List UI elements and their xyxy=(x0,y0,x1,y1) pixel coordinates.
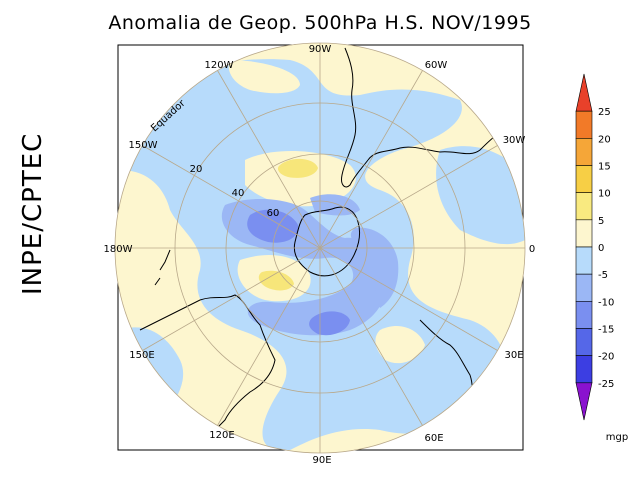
lat-label-20: 20 xyxy=(190,164,203,175)
positive-anomaly-5-south xyxy=(258,270,294,291)
lon-label-90e: 90E xyxy=(312,455,331,466)
lon-label-30e: 30E xyxy=(504,350,523,361)
colorbar-tick-label: 10 xyxy=(598,189,611,200)
colorbar-tick-label: -15 xyxy=(598,325,614,336)
lon-label-150w: 150W xyxy=(129,140,158,151)
coastline-south-america xyxy=(341,47,513,188)
colorbar-tick-label: 15 xyxy=(598,162,611,173)
positive-anomaly-5-north xyxy=(277,158,318,178)
colorbar-swatch xyxy=(575,301,593,329)
lat-label-60: 60 xyxy=(267,208,280,219)
colorbar-tick-label: -25 xyxy=(598,379,614,390)
lon-label-120w: 120W xyxy=(205,60,234,71)
negative-anomaly-15-core-south xyxy=(309,311,350,336)
coastlines xyxy=(139,47,513,451)
neutral-patch-north xyxy=(228,60,300,94)
colorbar-tick-label: 5 xyxy=(598,216,604,227)
coastline-new-zealand xyxy=(154,249,171,286)
colorbar-swatch xyxy=(575,273,593,302)
negative-anomaly-5-region-east xyxy=(436,146,525,245)
colorbar-tick-label: -20 xyxy=(598,352,614,363)
colorbar-units-label: mgp xyxy=(606,432,628,443)
lat-label-40: 40 xyxy=(232,188,245,199)
lon-label-0: 0 xyxy=(529,244,535,255)
lon-label-120e: 120E xyxy=(209,430,234,441)
colorbar-swatch xyxy=(575,246,593,275)
colorbar-tick-label: -10 xyxy=(598,297,614,308)
colorbar-cap-top xyxy=(575,73,593,112)
colorbar-swatch xyxy=(575,355,593,384)
longitude-labels: 90W 60W 30W 0 30E 60E 90E 120E 150E 180W… xyxy=(104,44,536,466)
colorbar-swatch xyxy=(575,328,593,356)
graticule xyxy=(114,42,526,454)
neutral-patch-center xyxy=(245,150,356,207)
colorbar-tick-label: -5 xyxy=(598,270,608,281)
lon-label-60e: 60E xyxy=(424,433,443,444)
colorbar-swatch xyxy=(575,110,593,139)
lon-label-180w: 180W xyxy=(104,244,133,255)
colorbar-cap-bottom xyxy=(575,382,593,421)
neutral-patch-se xyxy=(375,325,425,364)
colorbar-swatch xyxy=(575,192,593,221)
colorbar: 25 20 15 10 5 0 -5 -10 -15 -20 -25 xyxy=(575,73,614,421)
colorbar-tick-label: 25 xyxy=(598,107,611,118)
colorbar-tick-label: 0 xyxy=(598,243,604,254)
colorbar-swatch xyxy=(575,219,593,248)
colorbar-swatch xyxy=(575,138,593,166)
negative-anomaly-15-core-west xyxy=(247,209,299,243)
colorbar-swatch xyxy=(575,165,593,193)
colorbar-tick-label: 20 xyxy=(598,134,611,145)
lon-label-30w: 30W xyxy=(503,135,526,146)
lon-label-60w: 60W xyxy=(425,60,448,71)
meridian-150w-30e xyxy=(142,145,498,351)
lon-label-150e: 150E xyxy=(129,350,154,361)
coastline-antarctica xyxy=(293,206,361,277)
lon-label-90w: 90W xyxy=(309,44,332,55)
coastline-australia xyxy=(139,294,276,451)
map-title: Anomalia de Geop. 500hPa H.S. NOV/1995 xyxy=(108,12,532,34)
latitude-labels: 20 40 60 xyxy=(190,164,280,219)
